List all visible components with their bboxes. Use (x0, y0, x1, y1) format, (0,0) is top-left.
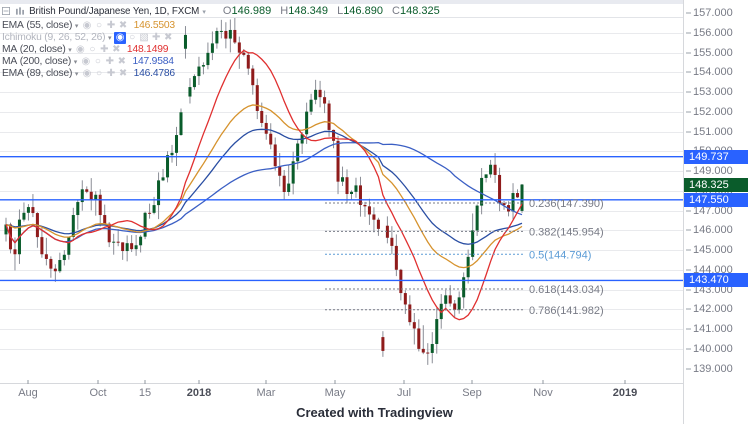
svg-text:0.618(143.034): 0.618(143.034) (529, 284, 604, 296)
svg-text:0.5(144.794): 0.5(144.794) (529, 249, 591, 261)
svg-text:0.382(145.954): 0.382(145.954) (529, 226, 604, 238)
svg-text:0.236(147.390): 0.236(147.390) (529, 198, 604, 210)
svg-text:0.786(141.982): 0.786(141.982) (529, 305, 604, 317)
